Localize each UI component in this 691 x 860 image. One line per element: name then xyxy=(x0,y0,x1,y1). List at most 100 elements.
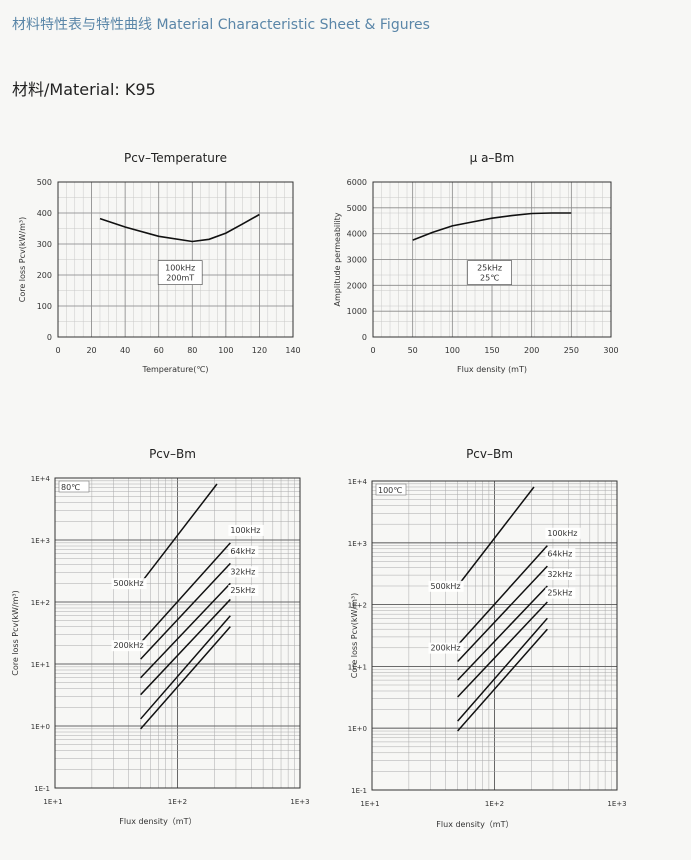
y-axis-label: Core loss Pcv(kW/m³) xyxy=(350,593,359,679)
page-header: 材料特性表与特性曲线 Material Characteristic Sheet… xyxy=(12,17,430,33)
y-tick-label: 5000 xyxy=(347,204,367,213)
temperature-label: 100℃ xyxy=(378,486,402,495)
y-tick-label: 4000 xyxy=(347,230,367,239)
series-label-32khz: 32kHz xyxy=(545,568,576,580)
annotation-text: 25℃ xyxy=(480,274,499,283)
x-tick-label: 250 xyxy=(564,346,579,355)
chart-pcv-temperature: Pcv–Temperature 0 20 40 60 80 100 120 140 0 100 200… xyxy=(18,151,301,374)
chart-title: Pcv–Temperature xyxy=(124,151,227,165)
y-tick-label: 0 xyxy=(47,333,52,342)
annotation-text: 100kHz xyxy=(165,264,195,273)
y-tick-label: 1E+0 xyxy=(348,725,367,733)
series-label-32khz: 32kHz xyxy=(228,566,259,578)
y-tick-label: 1E+1 xyxy=(348,663,367,671)
plot-frame xyxy=(371,480,618,791)
x-axis-label: Flux density（mT） xyxy=(119,817,196,826)
series-label-text: 64kHz xyxy=(230,547,255,556)
series-label-25khz: 25kHz xyxy=(545,587,576,599)
y-tick-label: 1E+4 xyxy=(31,475,51,483)
x-axis-label: Temperature(℃) xyxy=(142,365,209,374)
temperature-label: 80℃ xyxy=(61,483,80,492)
annotation-text: 200mT xyxy=(166,274,194,283)
series-line-200khz xyxy=(457,617,548,722)
series-label-text: 100kHz xyxy=(547,529,577,538)
series-line-500khz xyxy=(457,486,535,587)
series-line xyxy=(457,628,548,732)
series-label-text: 64kHz xyxy=(547,550,572,559)
grid-lines xyxy=(371,480,618,791)
x-tick-label: 300 xyxy=(603,346,618,355)
x-tick-label: 100 xyxy=(218,346,233,355)
x-tick-label: 80 xyxy=(187,346,197,355)
plot-frame xyxy=(57,181,294,338)
x-axis-label: Flux density（mT） xyxy=(436,820,513,829)
series-label-text: 100kHz xyxy=(230,526,260,535)
series-label-200khz: 200kHz xyxy=(428,642,464,654)
y-tick-label: 1000 xyxy=(347,307,367,316)
series-line-100khz xyxy=(457,545,548,646)
series-label-500khz: 500kHz xyxy=(111,578,147,590)
x-tick-label: 1E+1 xyxy=(360,800,379,808)
series-line-64khz xyxy=(140,562,231,660)
y-tick-label: 1E+3 xyxy=(31,537,50,545)
series-line-25khz xyxy=(140,598,231,696)
x-tick-label: 140 xyxy=(285,346,300,355)
chart-title: Pcv–Bm xyxy=(149,447,196,461)
series-label-text: 200kHz xyxy=(113,641,143,650)
series-line-500khz xyxy=(140,483,218,584)
series-label-text: 500kHz xyxy=(113,579,143,588)
temperature-box: 80℃ xyxy=(58,480,90,493)
chart-permeability-bm: μ a–Bm0 50 100 150 200 250 3000100020003000400… xyxy=(333,151,619,374)
series-label-bg xyxy=(545,568,576,580)
series-label-500khz: 500kHz xyxy=(428,580,464,592)
series-label-text: 500kHz xyxy=(430,582,460,591)
x-tick-label: 0 xyxy=(370,346,375,355)
plot-frame xyxy=(372,181,612,338)
annotation-frame xyxy=(157,260,203,285)
series-line xyxy=(99,213,260,243)
series-line-64khz xyxy=(457,565,548,663)
y-tick-label: 1E+4 xyxy=(348,478,368,486)
y-tick-label: 2000 xyxy=(347,281,367,290)
series-label-bg xyxy=(428,580,464,592)
x-tick-label: 60 xyxy=(154,346,164,355)
x-tick-label: 100 xyxy=(445,346,460,355)
y-tick-label: 200 xyxy=(37,271,52,280)
y-tick-label: 300 xyxy=(37,240,52,249)
series-label-bg xyxy=(545,548,576,560)
y-tick-label: 6000 xyxy=(347,178,367,187)
series-label-200khz: 200kHz xyxy=(111,640,147,652)
temperature-frame xyxy=(58,480,90,493)
chart-pcv-bm-100c: Pcv–Bm 1E+1 1E+2 1E+3 1E-1 1E+0 1E+1 1E+2 1E+3 1E… xyxy=(348,447,627,829)
y-tick-label: 1E-1 xyxy=(351,787,367,795)
series-line xyxy=(140,626,231,730)
annotation-text: 25kHz xyxy=(477,264,502,273)
grid-lines xyxy=(57,181,294,338)
x-tick-label: 1E+3 xyxy=(607,800,626,808)
series-label-text: 32kHz xyxy=(230,567,255,576)
y-tick-label: 400 xyxy=(37,209,52,218)
series-label-bg xyxy=(228,584,259,596)
material-label: 材料/Material: K95 xyxy=(12,80,156,99)
y-tick-label: 1E+2 xyxy=(348,602,367,610)
annotation-frame xyxy=(467,260,512,285)
x-tick-label: 1E+2 xyxy=(168,798,187,806)
series-label-bg xyxy=(545,587,576,599)
x-tick-label: 1E+3 xyxy=(290,798,309,806)
y-tick-label: 1E-1 xyxy=(34,785,50,793)
y-tick-label: 3000 xyxy=(347,256,367,265)
y-tick-label: 0 xyxy=(362,333,367,342)
x-tick-label: 200 xyxy=(524,346,539,355)
series-label-bg xyxy=(228,545,259,557)
series-line-200khz xyxy=(140,615,231,720)
x-tick-label: 1E+2 xyxy=(485,800,504,808)
series-line xyxy=(412,212,572,241)
x-tick-label: 50 xyxy=(408,346,418,355)
x-tick-label: 1E+1 xyxy=(43,798,62,806)
chart-title: μ a–Bm xyxy=(470,151,515,165)
series-label-bg xyxy=(545,527,581,539)
chart-title: Pcv–Bm xyxy=(466,447,513,461)
grid-lines xyxy=(54,477,301,789)
